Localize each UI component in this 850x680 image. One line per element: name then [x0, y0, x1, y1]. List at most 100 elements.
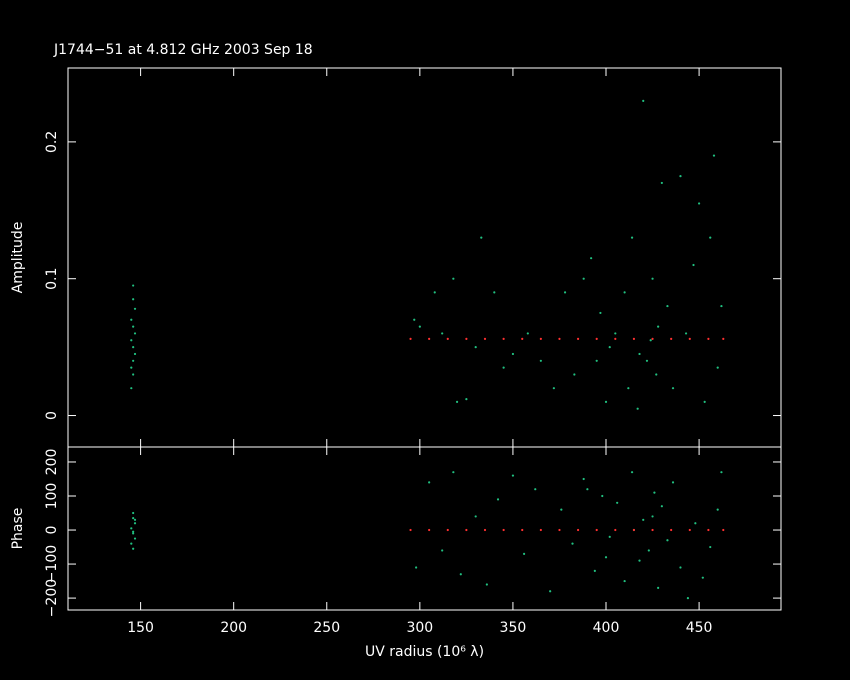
- point: [707, 528, 710, 532]
- y-tick-label: 0: [44, 526, 60, 535]
- point: [582, 277, 585, 280]
- point: [493, 291, 496, 294]
- point: [614, 332, 617, 335]
- point: [632, 528, 636, 532]
- point: [534, 488, 537, 491]
- point: [552, 387, 555, 390]
- point: [132, 284, 135, 287]
- point: [133, 352, 137, 356]
- y-tick-label: 0: [44, 411, 60, 420]
- chart-title: J1744−51 at 4.812 GHz 2003 Sep 18: [53, 42, 313, 58]
- point: [671, 481, 675, 484]
- point: [604, 400, 608, 403]
- y-tick-label: 100: [44, 483, 60, 510]
- point: [132, 530, 135, 533]
- point: [130, 339, 133, 342]
- point: [576, 528, 580, 532]
- point: [441, 549, 444, 552]
- point: [666, 304, 669, 308]
- point: [632, 337, 636, 341]
- y-tick-label: 200: [44, 449, 60, 476]
- point: [132, 325, 135, 328]
- point: [474, 346, 477, 349]
- point: [630, 471, 634, 474]
- point: [692, 263, 695, 267]
- point: [409, 337, 412, 341]
- point: [720, 304, 723, 308]
- point: [483, 337, 487, 341]
- point: [496, 498, 500, 501]
- point: [502, 366, 505, 369]
- point: [563, 291, 567, 294]
- point: [679, 566, 682, 569]
- point: [132, 547, 135, 550]
- point: [526, 332, 529, 335]
- point: [418, 325, 421, 328]
- point: [623, 291, 626, 294]
- point: [701, 576, 704, 579]
- point: [670, 337, 673, 341]
- point: [651, 337, 654, 341]
- point: [558, 337, 561, 341]
- point: [608, 535, 611, 538]
- point: [636, 407, 639, 410]
- point: [657, 325, 660, 328]
- panel-frame: [67, 446, 782, 611]
- point: [694, 522, 697, 525]
- point: [688, 337, 691, 341]
- point: [599, 311, 602, 315]
- point: [459, 573, 462, 576]
- y-tick-label: −100: [44, 545, 60, 583]
- point: [511, 474, 515, 477]
- point: [571, 542, 574, 545]
- point: [452, 471, 455, 474]
- point: [595, 337, 598, 341]
- point: [593, 569, 596, 572]
- point: [679, 174, 682, 178]
- point: [409, 528, 412, 532]
- point: [707, 337, 710, 341]
- point: [132, 517, 135, 520]
- point: [590, 257, 593, 260]
- point: [132, 298, 135, 301]
- point: [716, 508, 719, 511]
- point: [455, 400, 459, 403]
- point: [521, 528, 524, 532]
- point: [614, 337, 617, 341]
- point: [465, 337, 468, 341]
- point: [670, 528, 673, 532]
- point: [638, 559, 641, 562]
- x-tick-label: 250: [313, 620, 340, 636]
- point: [558, 528, 561, 532]
- point: [132, 346, 135, 349]
- point: [133, 518, 137, 521]
- point: [539, 528, 542, 532]
- x-tick-label: 400: [593, 620, 620, 636]
- point: [133, 537, 137, 540]
- point: [502, 528, 505, 532]
- point: [441, 332, 444, 335]
- x-tick-label: 150: [127, 620, 154, 636]
- point: [653, 491, 656, 494]
- point: [485, 583, 488, 586]
- point: [657, 586, 660, 589]
- point: [130, 542, 133, 545]
- point: [586, 488, 589, 491]
- point: [627, 387, 630, 390]
- point: [666, 539, 669, 542]
- point: [132, 532, 135, 535]
- point: [549, 590, 552, 593]
- point: [709, 545, 712, 549]
- point: [130, 366, 133, 369]
- point: [651, 528, 654, 532]
- x-tick-label: 300: [406, 620, 433, 636]
- point: [722, 528, 725, 532]
- point: [521, 337, 524, 341]
- point: [428, 528, 431, 532]
- y-axis-label: Phase: [10, 508, 26, 550]
- point: [433, 291, 436, 294]
- point: [660, 505, 663, 508]
